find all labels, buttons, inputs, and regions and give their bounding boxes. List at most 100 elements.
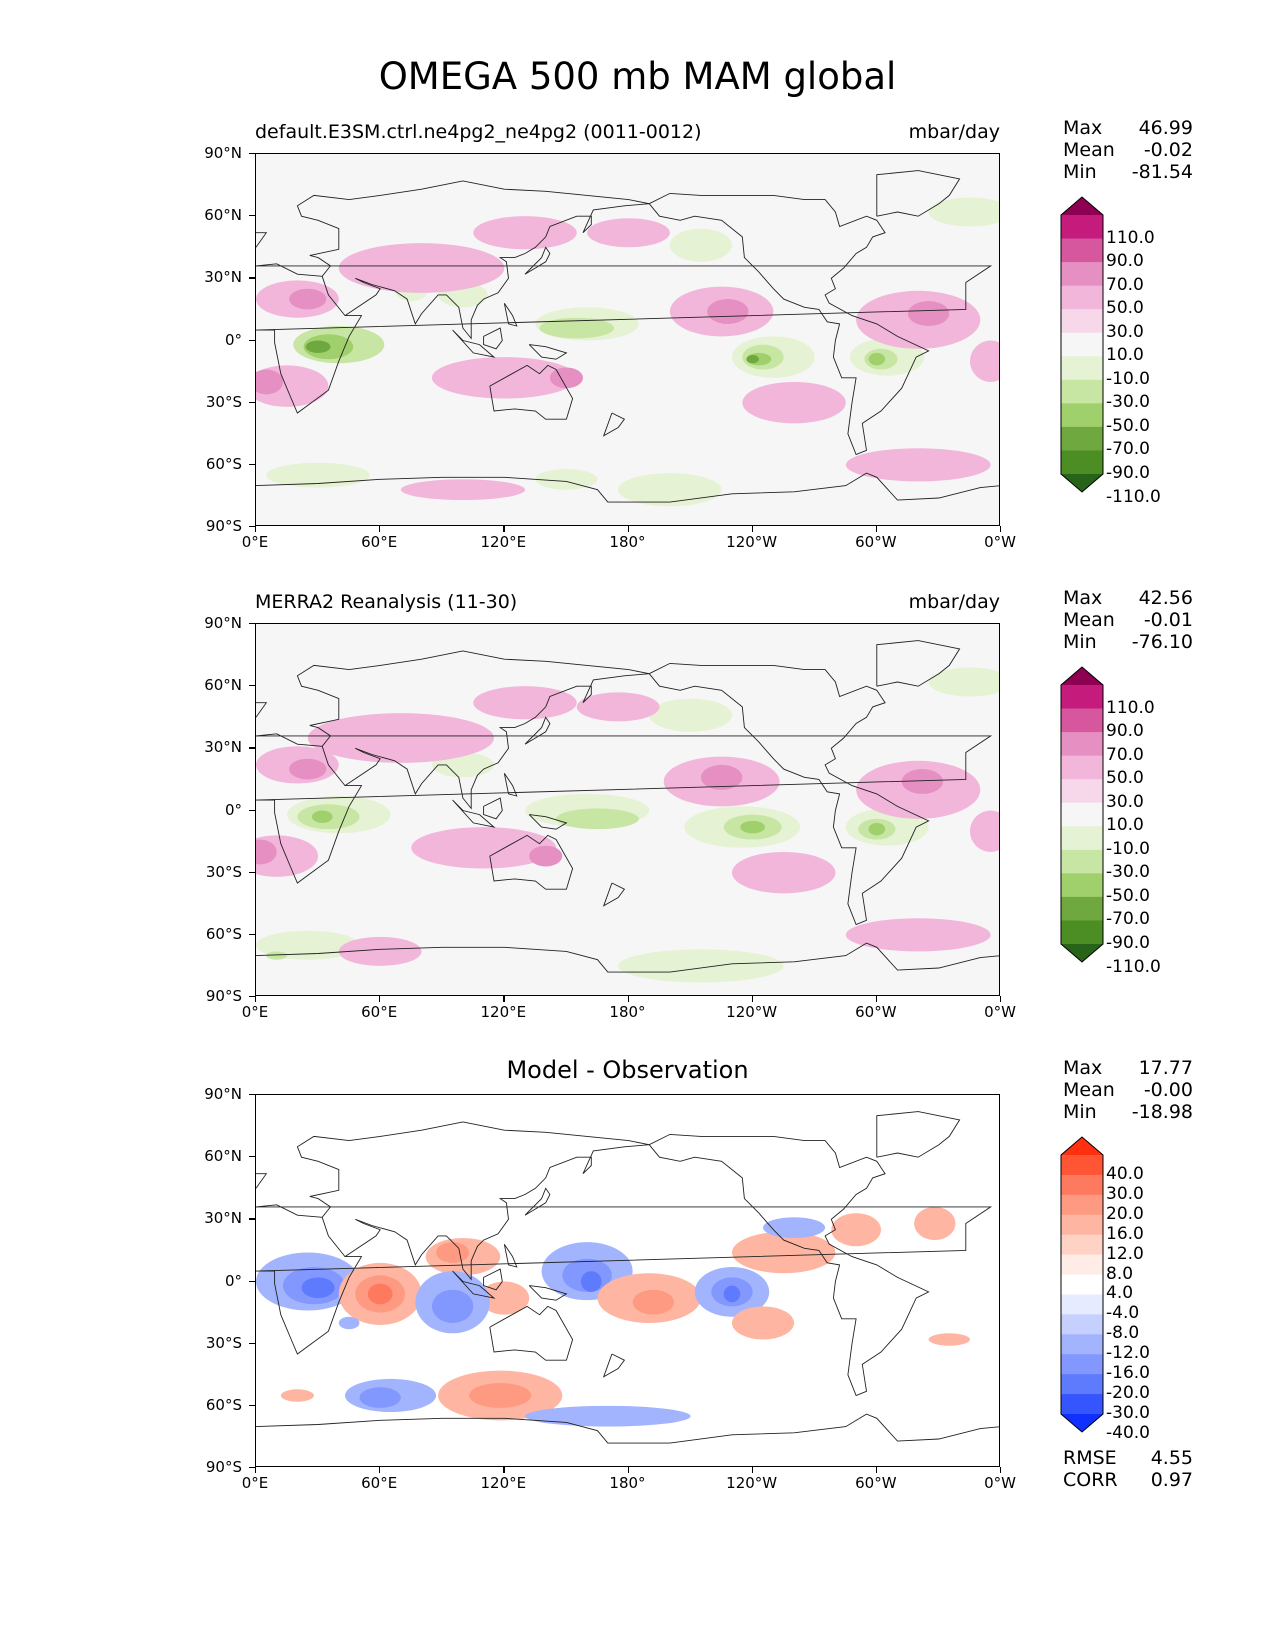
coastline <box>648 662 930 926</box>
coastline <box>256 265 993 414</box>
contour-region <box>742 381 846 424</box>
coastline <box>503 772 518 797</box>
colorbar-outline <box>1060 1136 1104 1433</box>
colorbar-tick-label: -40.0 <box>1106 1422 1150 1443</box>
lon-tick-mark <box>627 996 629 1002</box>
colorbar-tick-label: 30.0 <box>1106 791 1144 812</box>
lat-tick-mark <box>249 1218 255 1220</box>
coastline <box>256 472 999 503</box>
contour-region <box>431 1289 474 1323</box>
contour-region <box>479 1281 530 1315</box>
contour-region <box>556 808 639 830</box>
stat-value: 46.99 <box>1138 117 1193 139</box>
lon-tick-mark <box>503 526 505 532</box>
stat-value: 42.56 <box>1138 587 1193 609</box>
contour-region <box>289 758 327 780</box>
lon-tick-mark <box>1000 1467 1002 1473</box>
map-plot-area <box>255 153 1000 526</box>
stat-label: Min <box>1063 161 1097 183</box>
coastline <box>648 192 930 456</box>
colorbar-segment <box>1061 403 1103 428</box>
lon-tick-label: 60°W <box>855 533 897 551</box>
contour-region <box>914 1206 956 1241</box>
contour-region <box>529 845 563 867</box>
colorbar-tick-label: -20.0 <box>1106 1383 1150 1404</box>
colorbar-tick-label: -90.0 <box>1106 933 1150 953</box>
lat-tick-mark <box>249 623 255 625</box>
contour-region <box>969 810 999 852</box>
coastline <box>876 170 961 217</box>
panel-left-title: MERRA2 Reanalysis (11-30) <box>255 591 518 613</box>
colorbar-tick-label: 16.0 <box>1106 1223 1144 1244</box>
lat-tick-label: 90°S <box>205 1458 242 1476</box>
colorbar-extend-top <box>1061 197 1103 215</box>
colorbar-tick-label: 8.0 <box>1106 1263 1134 1284</box>
coastline <box>876 1111 961 1158</box>
lat-tick-label: 0° <box>224 330 242 349</box>
coastline <box>483 327 503 350</box>
contour-region <box>436 1242 470 1263</box>
contour-region <box>280 1389 314 1402</box>
rmse-corr-stats: RMSE 4.55 CORR 0.97 <box>1063 1447 1193 1491</box>
coastline <box>503 1243 518 1268</box>
colorbar-segment <box>1061 1194 1103 1216</box>
coastline <box>528 814 568 830</box>
coastline <box>524 716 551 745</box>
stat-label: RMSE <box>1063 1447 1117 1469</box>
lon-tick-label: 0°E <box>241 533 269 551</box>
colorbar-segment <box>1061 1394 1103 1415</box>
lat-tick-mark <box>249 339 255 341</box>
contour-region <box>400 479 526 501</box>
lat-tick-label: 0° <box>224 1271 242 1290</box>
contour-region <box>338 936 422 966</box>
lat-tick-mark <box>249 463 255 466</box>
lat-tick-label: 30°S <box>205 1333 242 1352</box>
contour-region <box>707 299 749 324</box>
map-plot-area <box>255 1094 1000 1467</box>
colorbar-segment <box>1061 755 1103 780</box>
coastline <box>256 1121 650 1218</box>
lon-tick-label: 120°E <box>480 1474 527 1492</box>
coastline <box>256 232 268 248</box>
lat-tick-mark <box>249 809 255 811</box>
contour-region <box>845 918 991 952</box>
colorbar-segment <box>1061 1294 1103 1315</box>
map-plot-area <box>255 623 1000 996</box>
map-svg <box>256 154 999 525</box>
stat-label: Max <box>1063 117 1103 139</box>
colorbar <box>1060 196 1104 497</box>
lon-tick-label: 60°E <box>361 1003 398 1021</box>
colorbar-segment <box>1061 426 1103 451</box>
lon-tick-label: 0°W <box>984 1003 1016 1021</box>
colorbar-segment <box>1061 1314 1103 1335</box>
lat-tick-label: 60°N <box>204 676 242 695</box>
colorbar <box>1060 1136 1104 1437</box>
lat-tick-label: 60°S <box>205 1395 242 1414</box>
coastline <box>256 942 999 973</box>
panel-units: mbar/day <box>908 591 1000 613</box>
coastline <box>256 1413 999 1444</box>
contour-region <box>632 1289 675 1315</box>
map-svg <box>256 624 999 995</box>
colorbar-tick-label: -30.0 <box>1106 1403 1150 1423</box>
colorbar-segment <box>1061 685 1103 710</box>
colorbar-tick-label: 50.0 <box>1106 298 1144 319</box>
lat-tick-label: 30°N <box>204 738 242 757</box>
panel-observation: MERRA2 Reanalysis (11-30) mbar/day <box>0 591 1275 1083</box>
stat-label: Mean <box>1063 139 1115 161</box>
contour-region <box>338 243 505 293</box>
colorbar-segment <box>1061 1174 1103 1196</box>
stats-panel-obs: Max 42.56 Mean -0.01 Min -76.10 <box>1063 587 1193 653</box>
contour-region <box>845 448 991 482</box>
lon-tick-label: 0°E <box>241 1474 269 1492</box>
stat-value: -0.00 <box>1143 1079 1193 1101</box>
lat-tick-mark <box>249 215 255 217</box>
lat-tick-label: 30°N <box>204 268 242 287</box>
lat-tick-label: 90°S <box>205 517 242 535</box>
coastline <box>256 180 650 277</box>
lat-tick-mark <box>249 1156 255 1158</box>
coastline <box>524 1187 551 1216</box>
colorbar-segment <box>1061 1155 1103 1176</box>
lon-tick-mark <box>751 526 753 532</box>
contour-region <box>649 698 732 732</box>
